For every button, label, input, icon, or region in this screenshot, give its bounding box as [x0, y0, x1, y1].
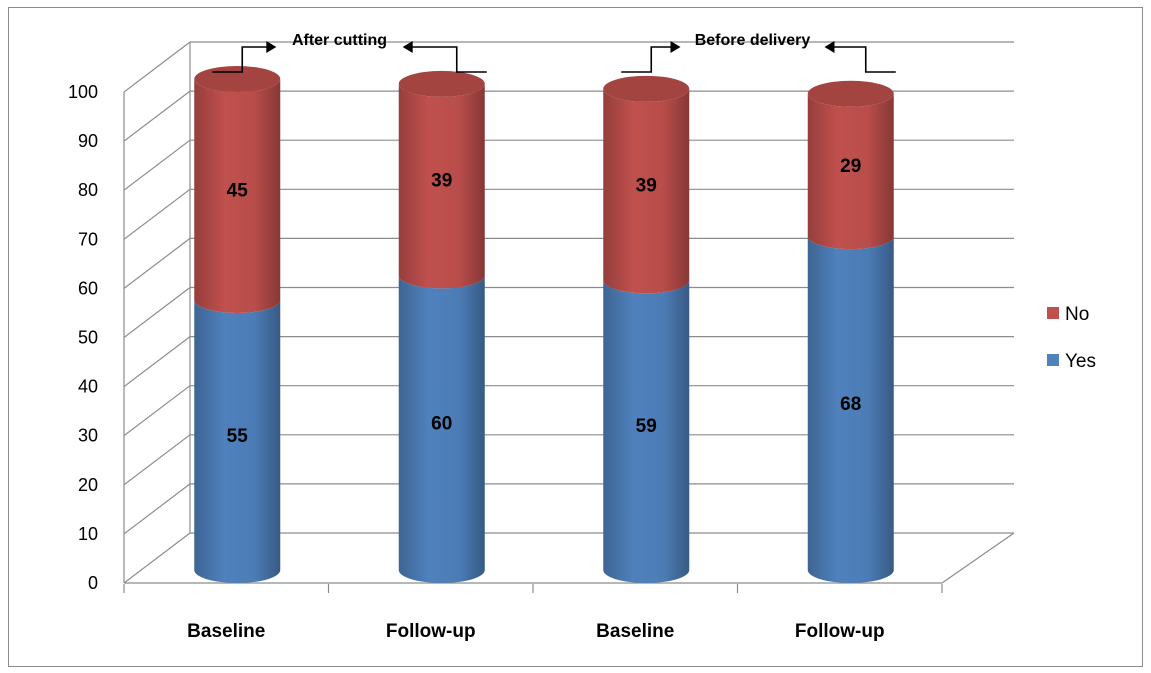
- annotation-label: Before delivery: [695, 32, 811, 49]
- gridline-side-60: [123, 237, 191, 289]
- y-tick-label: 60: [78, 278, 98, 298]
- gridline-side-30: [123, 385, 191, 437]
- legend-label-no: No: [1065, 304, 1089, 325]
- y-tick-label: 100: [68, 82, 98, 102]
- gridline-side-40: [123, 336, 191, 388]
- legend-swatch-yes: [1047, 354, 1059, 366]
- annotation-bracket-left: [212, 46, 273, 73]
- cylinder-segment-no: [398, 83, 485, 289]
- cylinder-segment-yes: [807, 236, 894, 584]
- cylinder-segment-no: [807, 93, 894, 250]
- gridline-side-80: [123, 139, 191, 191]
- y-tick-label: 40: [78, 377, 98, 397]
- data-label-yes: 59: [636, 416, 657, 437]
- x-category-label: Baseline: [187, 621, 265, 642]
- y-tick-label: 30: [78, 426, 98, 446]
- annotation-arrow-left: [824, 41, 835, 53]
- annotation-arrow-left: [402, 41, 413, 53]
- annotation-label: After cutting: [292, 32, 387, 49]
- cylinder-top-cap: [807, 80, 894, 107]
- data-label-yes: 60: [431, 414, 452, 435]
- data-label-no: 45: [227, 180, 249, 201]
- x-category-label: Baseline: [596, 621, 674, 642]
- y-tick-label: 80: [78, 180, 98, 200]
- data-label-yes: 68: [840, 394, 861, 415]
- gridline-side-50: [123, 287, 191, 338]
- y-tick-label: 50: [78, 328, 98, 348]
- cylinder-segment-yes: [194, 299, 281, 584]
- annotation-arrow-right: [670, 41, 681, 53]
- gridline-side-100: [123, 41, 191, 93]
- data-label-no: 39: [636, 176, 657, 197]
- floor-side-edge: [941, 532, 1015, 584]
- cylinder-segment-no: [603, 88, 690, 294]
- gridline-side-90: [123, 90, 191, 142]
- cylinder-segment-no: [194, 79, 281, 313]
- y-tick-label: 20: [78, 475, 98, 495]
- gridline-side-0: [123, 532, 191, 584]
- gridline-side-70: [123, 188, 191, 240]
- y-tick-label: 10: [78, 524, 98, 544]
- legend-swatch-no: [1047, 307, 1059, 319]
- y-tick-label: 0: [88, 573, 98, 593]
- data-label-yes: 55: [227, 426, 249, 447]
- data-label-no: 39: [431, 171, 452, 192]
- annotation-bracket-right: [406, 46, 487, 73]
- data-label-no: 29: [840, 156, 861, 177]
- cylinder-segment-yes: [603, 280, 690, 584]
- gridline-side-10: [123, 483, 191, 535]
- cylinder-top-cap: [398, 70, 485, 97]
- y-tick-label: 90: [78, 131, 98, 151]
- y-tick-label: 70: [78, 229, 98, 249]
- cylinder-top-cap: [194, 66, 281, 92]
- cylinder-top-cap: [603, 75, 690, 102]
- annotation-bracket-left: [621, 46, 677, 73]
- legend-label-yes: Yes: [1065, 351, 1096, 372]
- gridline-side-20: [123, 434, 191, 486]
- x-category-label: Follow-up: [386, 621, 476, 642]
- annotation-bracket-right: [828, 46, 896, 73]
- x-category-label: Follow-up: [795, 621, 885, 642]
- annotation-arrow-right: [266, 41, 277, 53]
- cylinder-segment-yes: [398, 275, 485, 584]
